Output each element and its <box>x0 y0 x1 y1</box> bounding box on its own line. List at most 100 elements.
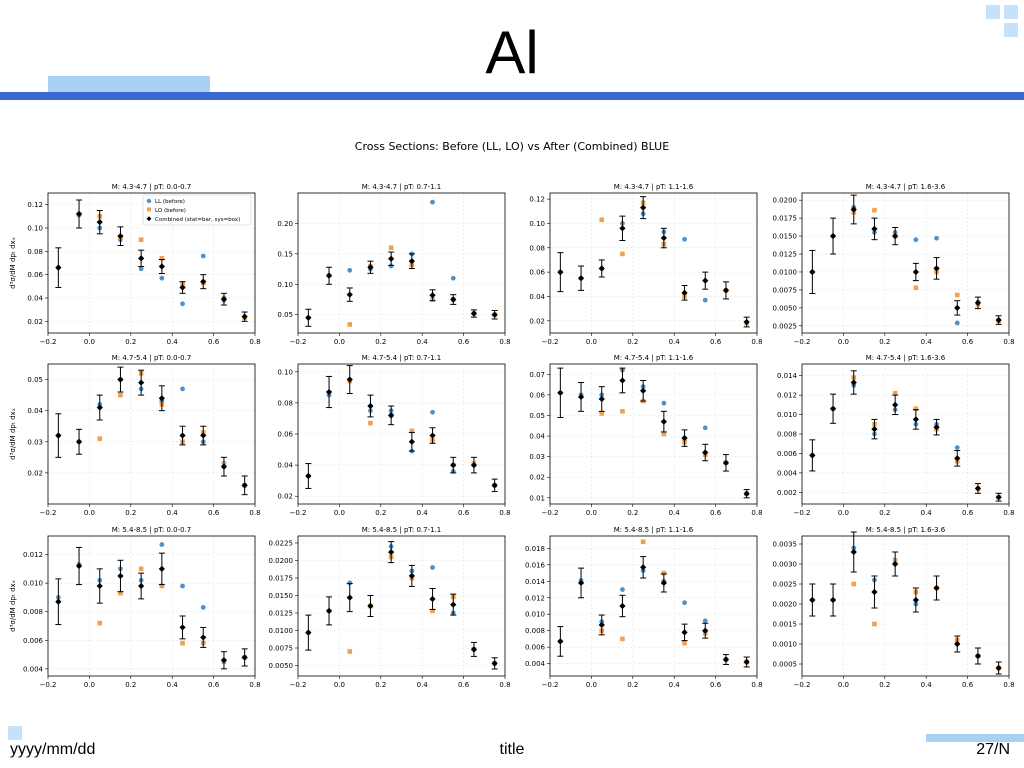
y-tick-label: 0.02 <box>277 493 293 501</box>
y-tick-label: 0.012 <box>525 594 545 602</box>
y-tick-label: 0.016 <box>525 561 546 569</box>
x-tick-label: 0.2 <box>375 681 386 689</box>
y-tick-label: 0.08 <box>27 248 43 256</box>
plot-frame <box>297 363 506 505</box>
lo-point <box>661 431 667 437</box>
combined-point <box>681 289 688 296</box>
y-tick-label: 0.02 <box>27 469 43 477</box>
lo-point <box>118 590 123 596</box>
combined-point <box>809 596 816 604</box>
combined-point <box>722 459 730 466</box>
combined-point <box>598 621 605 629</box>
ll-point <box>180 583 185 589</box>
plot-frame <box>47 192 256 334</box>
ll-point <box>954 445 960 451</box>
y-tick-label: 0.0050 <box>269 662 294 670</box>
combined-point <box>598 265 605 272</box>
lo-point <box>851 581 857 587</box>
x-tick-label: −0.2 <box>794 338 811 346</box>
lo-point <box>159 583 165 589</box>
combined-point <box>491 311 498 318</box>
x-tick-label: 0.2 <box>375 509 386 517</box>
plot-frame <box>801 192 1010 334</box>
ll-point <box>682 600 687 606</box>
combined-point <box>619 602 626 610</box>
x-tick-label: −0.2 <box>794 509 811 517</box>
x-tick-label: 0.2 <box>627 338 638 346</box>
x-tick-label: 0.6 <box>962 338 974 346</box>
x-tick-label: 0.4 <box>669 509 681 517</box>
x-tick-label: 0.8 <box>751 681 762 689</box>
ll-point <box>430 409 435 415</box>
x-tick-label: 0.8 <box>499 681 510 689</box>
y-tick-label: 0.06 <box>529 269 545 277</box>
lo-point <box>97 436 103 441</box>
x-tick-label: 0.8 <box>1003 509 1014 517</box>
x-tick-label: 0.6 <box>458 509 470 517</box>
x-tick-label: 0.6 <box>710 338 722 346</box>
combined-point <box>470 646 478 653</box>
y-tick-label: 0.010 <box>23 580 43 588</box>
y-tick-label: 0.0200 <box>773 197 798 205</box>
x-tick-label: 0.8 <box>751 338 762 346</box>
combined-point <box>138 379 145 386</box>
combined-point <box>55 598 62 605</box>
x-tick-label: 0.0 <box>84 338 95 346</box>
combined-point <box>640 204 647 211</box>
subplot: M: 4.7-5.4 | pT: 0.7-1.1 −0.2 0.0 0.2 0.4 0.6… <box>277 354 510 517</box>
combined-point <box>577 393 585 401</box>
x-tick-label: 0.0 <box>334 338 345 346</box>
x-tick-label: 0.8 <box>249 681 260 689</box>
x-tick-label: −0.2 <box>290 509 307 517</box>
y-tick-label: 0.006 <box>777 450 798 458</box>
subplot: M: 4.7-5.4 | pT: 1.6-3.6 −0.2 0.0 0.2 0.4 0.6… <box>777 354 1015 517</box>
subplot: M: 4.3-4.7 | pT: 1.6-3.6 −0.2 0.0 0.2 0.4 0.6… <box>773 183 1015 346</box>
subplot-title: M: 4.7-5.4 | pT: 1.6-3.6 <box>866 354 946 362</box>
ll-point <box>200 605 206 610</box>
plot-frame <box>549 535 758 677</box>
lo-point <box>138 237 144 242</box>
plot-frame <box>801 535 1010 677</box>
lo-point <box>138 566 144 572</box>
legend: LL (before) LO (before) Combined (stat=bar… <box>142 194 252 226</box>
combined-point <box>850 548 857 556</box>
combined-point <box>871 225 878 233</box>
x-tick-label: −0.2 <box>290 681 307 689</box>
combined-point <box>429 292 436 299</box>
ll-point <box>682 236 687 242</box>
combined-point <box>470 310 478 317</box>
x-tick-label: 0.8 <box>249 338 260 346</box>
subplot-title: M: 5.4-8.5 | pT: 0.0-0.7 <box>112 526 192 534</box>
ll-point <box>661 400 667 406</box>
y-tick-label: 0.06 <box>529 391 545 399</box>
y-tick-label: 0.02 <box>529 474 545 482</box>
combined-point <box>346 376 353 383</box>
lo-point <box>620 409 625 414</box>
subplot: M: 4.3-4.7 | pT: 0.0-0.7 −0.2 0.0 0.2 0.4 0.6… <box>9 183 261 346</box>
lo-point <box>620 636 625 642</box>
x-tick-label: 0.6 <box>962 681 974 689</box>
ll-point <box>180 301 185 307</box>
y-tick-label: 0.10 <box>529 220 545 228</box>
y-axis-label: d³σ/dM dpₜ dxₓ <box>9 237 17 289</box>
y-tick-label: 0.08 <box>277 399 293 407</box>
y-tick-label: 0.0150 <box>269 592 294 600</box>
y-tick-label: 0.008 <box>777 431 797 439</box>
combined-point <box>388 255 395 262</box>
y-tick-label: 0.0100 <box>269 627 294 635</box>
y-tick-label: 0.0200 <box>269 557 294 565</box>
corner-decoration <box>986 5 1000 19</box>
legend-ll-marker <box>146 198 152 204</box>
lo-point <box>661 570 667 576</box>
footer-date: yyyy/mm/dd <box>10 741 96 758</box>
combined-point <box>305 472 312 480</box>
combined-point <box>954 455 961 462</box>
footer-page-number: 27/N <box>976 741 1010 758</box>
ll-point <box>702 425 708 431</box>
combined-point <box>871 426 878 433</box>
x-tick-label: −0.2 <box>290 338 307 346</box>
combined-point <box>408 438 415 445</box>
subplot: M: 5.4-8.5 | pT: 0.0-0.7 −0.2 0.0 0.2 0.4 0.6… <box>9 526 261 689</box>
x-tick-label: 0.0 <box>586 681 597 689</box>
y-tick-label: 0.018 <box>525 545 545 553</box>
